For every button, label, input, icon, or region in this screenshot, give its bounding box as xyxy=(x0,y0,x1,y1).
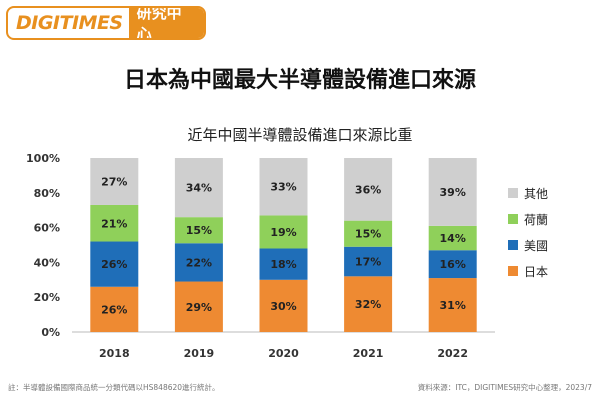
data-label: 36% xyxy=(355,183,381,196)
y-tick-label: 0% xyxy=(41,326,60,339)
y-tick-label: 80% xyxy=(34,187,60,200)
data-label: 15% xyxy=(186,224,212,237)
data-label: 14% xyxy=(440,232,466,245)
bar-segment xyxy=(90,158,139,205)
data-label: 21% xyxy=(101,217,127,230)
data-label: 30% xyxy=(270,300,296,313)
data-label: 29% xyxy=(186,301,212,314)
bar-segment xyxy=(174,217,223,244)
bar-segment xyxy=(428,278,477,332)
legend-swatch xyxy=(508,240,518,250)
y-tick-label: 100% xyxy=(26,152,60,165)
data-label: 26% xyxy=(101,303,127,316)
data-label: 27% xyxy=(101,175,127,188)
bar-segment xyxy=(428,225,477,251)
legend-label: 其他 xyxy=(524,187,548,201)
legend-label: 美國 xyxy=(524,239,548,253)
y-tick-label: 20% xyxy=(34,291,60,304)
logo-brand: DIGITIMES xyxy=(16,12,123,34)
page-title: 日本為中國最大半導體設備進口來源 xyxy=(123,68,476,93)
chart-title: 近年中國半導體設備進口來源比重 xyxy=(187,126,413,144)
bar-segment xyxy=(90,286,139,332)
data-label: 31% xyxy=(440,299,466,312)
bar-segment xyxy=(174,281,223,332)
data-label: 34% xyxy=(186,182,212,195)
bar-segment xyxy=(174,243,223,282)
data-label: 26% xyxy=(101,258,127,271)
bar-segment xyxy=(428,158,477,226)
bar-segment xyxy=(259,215,308,249)
footnote: 註：半導體設備國際商品統一分類代碼以HS848620進行統計。 xyxy=(8,383,220,392)
data-label: 22% xyxy=(186,256,212,269)
data-label: 16% xyxy=(440,258,466,271)
legend-label: 日本 xyxy=(524,265,548,279)
source-note: 資料來源：ITC，DIGITIMES研究中心整理，2023/7 xyxy=(417,383,592,392)
bar-segment xyxy=(174,158,223,218)
data-label: 39% xyxy=(440,186,466,199)
bar-segment xyxy=(428,250,477,279)
bar-segment xyxy=(344,220,393,247)
bar-segment xyxy=(344,158,393,221)
y-tick-label: 60% xyxy=(34,222,60,235)
x-tick-label: 2020 xyxy=(268,347,299,360)
legend-label: 荷蘭 xyxy=(524,213,548,227)
data-label: 32% xyxy=(355,298,381,311)
bar-segment xyxy=(259,279,308,332)
legend-swatch xyxy=(508,188,518,198)
data-label: 15% xyxy=(355,228,381,241)
bar-segment xyxy=(259,158,308,216)
data-label: 19% xyxy=(270,226,296,239)
x-tick-label: 2022 xyxy=(437,347,468,360)
data-label: 18% xyxy=(270,258,296,271)
digitimes-logo: DIGITIMES 研究中心 xyxy=(6,6,206,40)
bar-segment xyxy=(259,248,308,280)
data-label: 17% xyxy=(355,256,381,269)
x-tick-label: 2018 xyxy=(99,347,130,360)
x-tick-label: 2019 xyxy=(184,347,215,360)
logo-unit: 研究中心 xyxy=(128,8,204,38)
bar-segment xyxy=(344,276,393,332)
bar-segment xyxy=(344,246,393,277)
x-tick-label: 2021 xyxy=(353,347,384,360)
legend-swatch xyxy=(508,214,518,224)
y-tick-label: 40% xyxy=(34,256,60,269)
bar-segment xyxy=(90,241,139,287)
legend-swatch xyxy=(508,266,518,276)
bar-segment xyxy=(90,204,139,242)
data-label: 33% xyxy=(270,181,296,194)
